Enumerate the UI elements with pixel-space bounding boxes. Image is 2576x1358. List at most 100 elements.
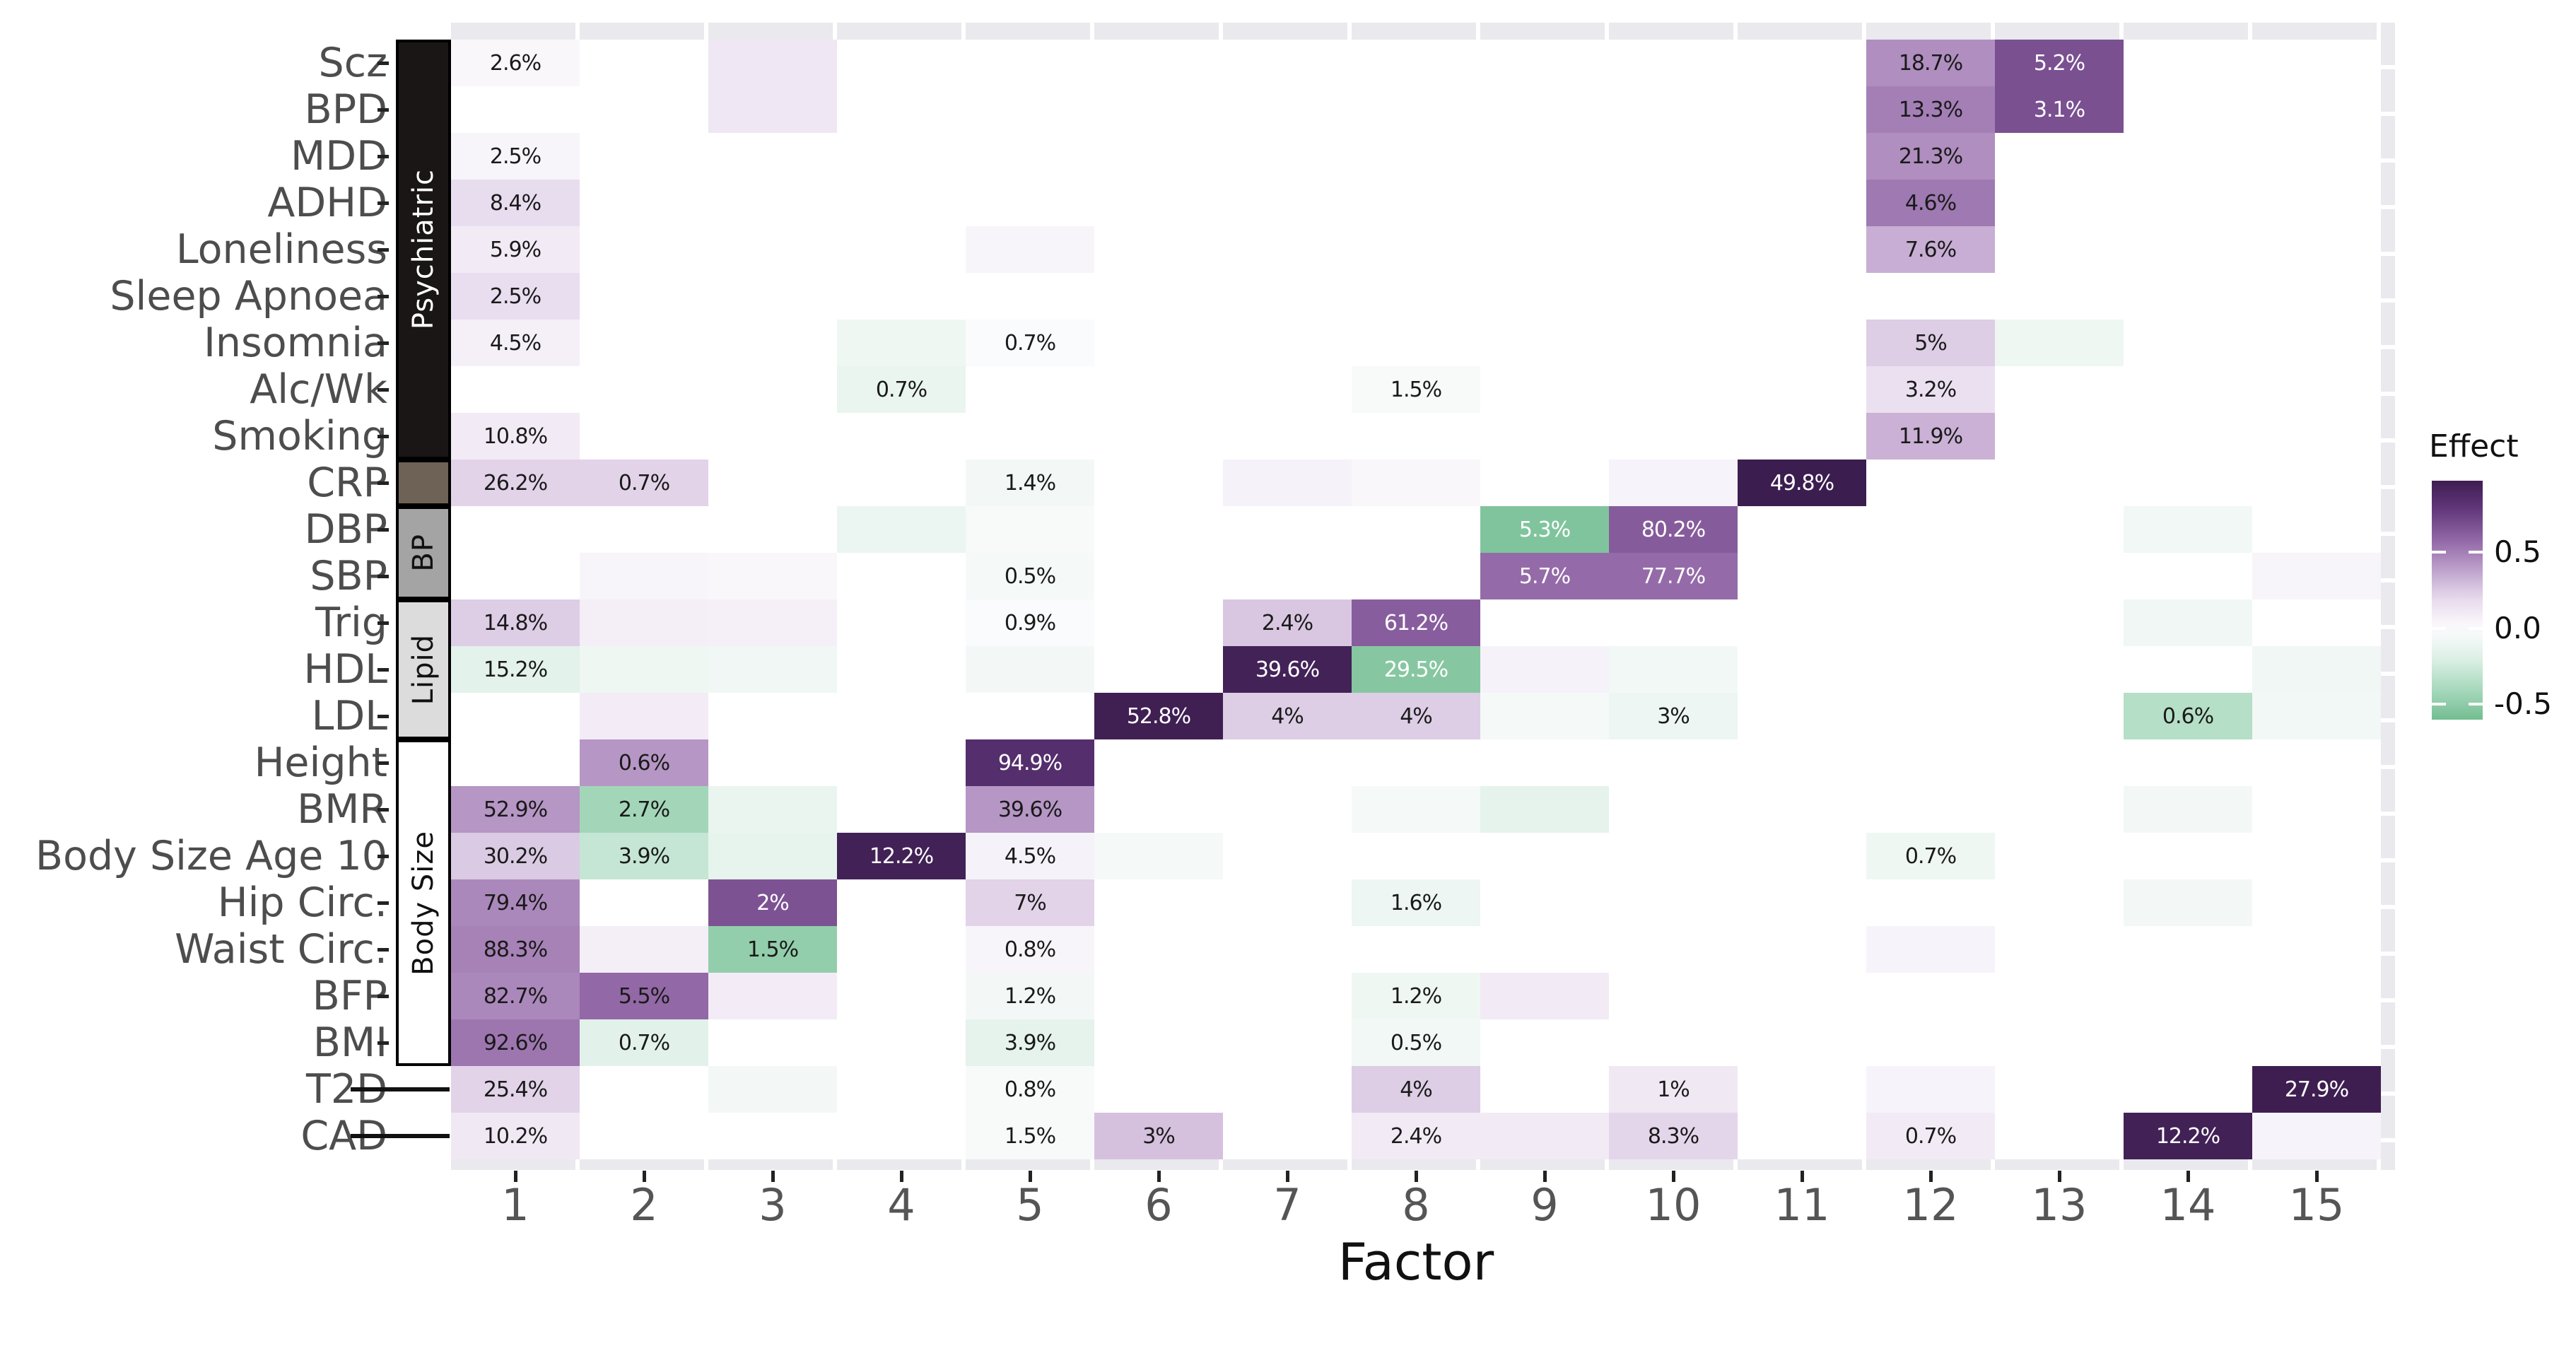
row-tick <box>377 248 389 252</box>
heatmap-cell <box>1480 646 1609 693</box>
heatmap-cell <box>1995 320 2124 366</box>
heatmap-cell <box>708 40 837 86</box>
heatmap-cell: 2.4% <box>1352 1113 1480 1159</box>
heatmap-cell: 0.7% <box>966 320 1094 366</box>
row-tick <box>377 481 389 485</box>
heatmap-cell <box>966 226 1094 273</box>
heatmap-cell: 1.5% <box>708 926 837 973</box>
heatmap-cell: 0.7% <box>580 1019 708 1066</box>
heatmap-cell: 0.7% <box>580 460 708 506</box>
category-bar-body-size: Body Size <box>396 739 451 1066</box>
row-tick <box>377 621 389 625</box>
heatmap-cell: 12.2% <box>837 833 966 879</box>
legend-tick-mark <box>2469 551 2483 554</box>
heatmap-cell: 3.9% <box>580 833 708 879</box>
heatmap-cell: 13.3% <box>1866 86 1995 133</box>
x-tick-label: 10 <box>1609 1182 1738 1229</box>
x-tick-label: 13 <box>1995 1182 2124 1229</box>
x-tick-label: 11 <box>1738 1182 1866 1229</box>
heatmap-cell: 0.7% <box>837 366 966 413</box>
heatmap-cell <box>708 553 837 599</box>
row-category-dash <box>351 1134 450 1138</box>
heatmap-cell: 10.2% <box>451 1113 580 1159</box>
heatmap-cell <box>966 506 1094 553</box>
heatmap-cell <box>837 506 966 553</box>
row-tick <box>377 155 389 158</box>
heatmap-cell: 0.7% <box>1866 1113 1995 1159</box>
legend-tick-label: 0.5 <box>2494 535 2576 569</box>
heatmap-cell <box>1609 646 1738 693</box>
row-tick <box>377 855 389 858</box>
row-tick <box>377 761 389 765</box>
heatmap-cell <box>708 646 837 693</box>
row-label: Alc/Wk <box>0 363 387 416</box>
heatmap-cell: 52.8% <box>1094 693 1223 739</box>
heatmap-cell: 0.5% <box>1352 1019 1480 1066</box>
heatmap-cell <box>580 646 708 693</box>
heatmap-cell: 61.2% <box>1352 599 1480 646</box>
heatmap-cell <box>708 833 837 879</box>
heatmap-cell: 4% <box>1352 693 1480 739</box>
heatmap-cell: 94.9% <box>966 739 1094 786</box>
heatmap-cell: 14.8% <box>451 599 580 646</box>
heatmap-grid: 2.6%18.7%5.2%13.3%3.1%2.5%21.3%8.4%4.6%5… <box>451 40 2381 1159</box>
heatmap-cell: 1% <box>1609 1066 1738 1113</box>
row-label: Insomnia <box>0 316 387 370</box>
heatmap-cell: 0.5% <box>966 553 1094 599</box>
heatmap-cell <box>2252 693 2381 739</box>
heatmap-cell <box>580 599 708 646</box>
row-tick <box>377 108 389 112</box>
heatmap-cell: 29.5% <box>1352 646 1480 693</box>
row-label: BMR <box>0 783 387 836</box>
heatmap-cell: 8.4% <box>451 180 580 226</box>
heatmap-cell: 18.7% <box>1866 40 1995 86</box>
x-axis-title: Factor <box>451 1234 2381 1290</box>
heatmap-cell <box>1480 1113 1609 1159</box>
category-bar-label: Psychiatric <box>407 169 440 329</box>
legend-tick-mark <box>2432 551 2446 554</box>
heatmap-cell <box>2252 646 2381 693</box>
heatmap-cell: 27.9% <box>2252 1066 2381 1113</box>
heatmap-cell <box>2124 599 2252 646</box>
row-tick <box>377 62 389 65</box>
category-bar-bp: BP <box>396 506 451 599</box>
heatmap-cell <box>837 320 966 366</box>
x-tick-label: 5 <box>966 1182 1094 1229</box>
legend-colorbar <box>2432 481 2483 720</box>
heatmap-cell: 4.6% <box>1866 180 1995 226</box>
row-tick <box>377 341 389 345</box>
row-label: SBP <box>0 549 387 603</box>
legend-tick-mark <box>2469 703 2483 706</box>
row-tick <box>377 388 389 392</box>
panel-margin-right <box>2381 23 2395 1170</box>
heatmap-cell: 7.6% <box>1866 226 1995 273</box>
x-tick-label: 4 <box>837 1182 966 1229</box>
heatmap-cell: 0.8% <box>966 926 1094 973</box>
heatmap-cell <box>1094 833 1223 879</box>
heatmap-cell: 1.2% <box>966 973 1094 1019</box>
heatmap-cell: 1.4% <box>966 460 1094 506</box>
row-label: Body Size Age 10 <box>0 829 387 883</box>
heatmap-cell: 49.8% <box>1738 460 1866 506</box>
heatmap-cell: 3% <box>1609 693 1738 739</box>
heatmap-cell: 3.2% <box>1866 366 1995 413</box>
heatmap-cell <box>708 86 837 133</box>
row-label: MDD <box>0 129 387 183</box>
legend-tick-mark <box>2432 703 2446 706</box>
row-label: BPD <box>0 83 387 136</box>
x-tick-label: 12 <box>1866 1182 1995 1229</box>
heatmap-cell: 2.5% <box>451 273 580 320</box>
category-bar-psychiatric: Psychiatric <box>396 40 451 460</box>
heatmap-cell: 4.5% <box>966 833 1094 879</box>
x-tick-label: 14 <box>2124 1182 2252 1229</box>
category-bar-crp <box>396 460 451 506</box>
heatmap-cell: 5.7% <box>1480 553 1609 599</box>
heatmap-cell: 5% <box>1866 320 1995 366</box>
heatmap-cell: 5.2% <box>1995 40 2124 86</box>
heatmap-cell <box>2252 553 2381 599</box>
row-label: Hip Circ. <box>0 876 387 930</box>
heatmap-cell <box>708 599 837 646</box>
heatmap-cell: 1.5% <box>1352 366 1480 413</box>
heatmap-cell <box>708 1066 837 1113</box>
x-tick-label: 9 <box>1480 1182 1609 1229</box>
